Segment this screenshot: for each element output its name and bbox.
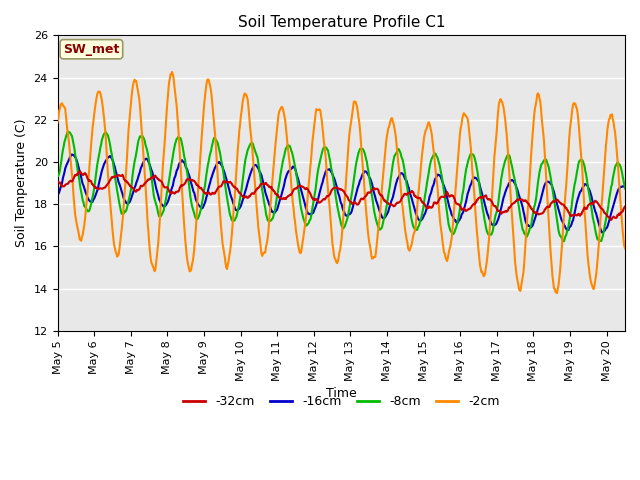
Legend: -32cm, -16cm, -8cm, -2cm: -32cm, -16cm, -8cm, -2cm: [178, 390, 505, 413]
Text: SW_met: SW_met: [63, 43, 120, 56]
Y-axis label: Soil Temperature (C): Soil Temperature (C): [15, 119, 28, 247]
Title: Soil Temperature Profile C1: Soil Temperature Profile C1: [237, 15, 445, 30]
X-axis label: Time: Time: [326, 387, 356, 400]
